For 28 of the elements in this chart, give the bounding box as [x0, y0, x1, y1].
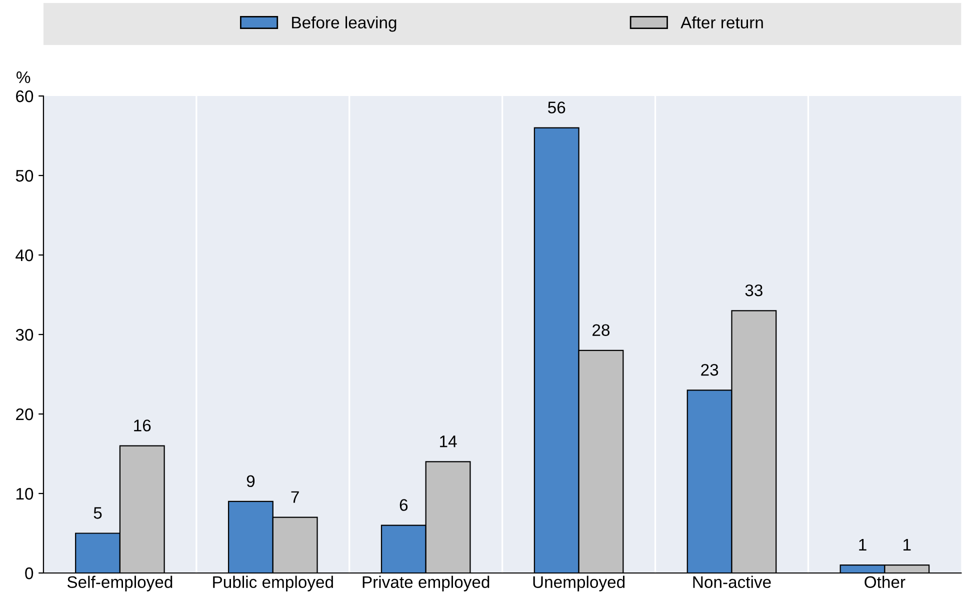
- data-label: 16: [134, 420, 151, 432]
- y-tick-label: 20: [16, 408, 34, 420]
- x-tick-label: Self-employed: [67, 576, 172, 592]
- data-label: 1: [904, 539, 911, 550]
- data-label: 1: [859, 539, 866, 550]
- data-label: 9: [246, 475, 255, 488]
- x-tick-label: Other: [864, 576, 906, 588]
- y-tick-label: 10: [16, 488, 34, 500]
- y-tick-label: 40: [16, 249, 34, 262]
- data-label: 56: [548, 102, 566, 114]
- data-label: 7: [291, 491, 299, 503]
- y-axis-title: %: [16, 71, 30, 84]
- data-label: 33: [745, 284, 762, 296]
- data-label: 23: [701, 364, 718, 376]
- legend-label: Before leaving: [292, 16, 396, 32]
- y-tick-label: 0: [25, 567, 34, 580]
- legend-label: After return: [680, 16, 763, 28]
- data-label: 6: [400, 499, 408, 511]
- x-tick-label: Public employed: [213, 576, 333, 592]
- y-tick-label: 60: [16, 90, 34, 102]
- data-label: 5: [94, 507, 102, 519]
- x-tick-label: Unemployed: [533, 576, 625, 592]
- y-tick-label: 50: [16, 170, 34, 182]
- x-tick-label: Private employed: [362, 576, 490, 592]
- x-tick-label: Non-active: [693, 576, 771, 588]
- data-label: 14: [440, 436, 457, 448]
- y-tick-label: 30: [16, 328, 34, 341]
- data-label: 28: [592, 324, 610, 336]
